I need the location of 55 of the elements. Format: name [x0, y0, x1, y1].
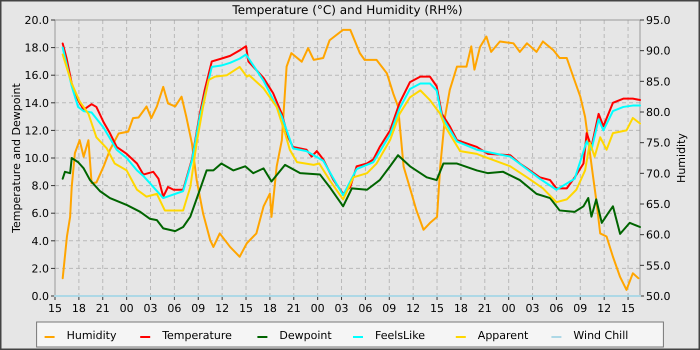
x-tick-label: 03	[334, 302, 349, 315]
x-tick-label: 09	[573, 302, 588, 315]
y2-tick-label: 65.0	[646, 198, 670, 211]
legend-label: Temperature	[161, 329, 232, 342]
x-tick-label: 09	[382, 302, 396, 315]
y-tick-label: 18.0	[24, 42, 49, 55]
y2-tick-label: 60.0	[646, 228, 670, 242]
x-tick-label: 15	[430, 302, 444, 315]
x-tick-label: 15	[48, 302, 62, 315]
x-tick-label: 21	[478, 302, 492, 315]
y2-tick-label: 80.0	[646, 106, 670, 119]
y2-tick-label: 50.0	[646, 290, 670, 303]
y-tick-label: 2.0	[32, 262, 49, 276]
legend-label: Wind Chill	[573, 329, 628, 342]
x-tick-label: 03	[144, 302, 158, 315]
x-tick-label: 15	[621, 302, 636, 315]
x-tick-label: 00	[310, 302, 325, 315]
legend-label: FeelsLike	[375, 329, 426, 342]
y2-axis-title: Humidity	[675, 132, 688, 183]
x-tick-label: 21	[286, 302, 301, 315]
x-tick-label: 21	[96, 302, 110, 315]
y2-tick-label: 75.0	[646, 136, 670, 150]
y2-tick-label: 90.0	[646, 44, 670, 58]
x-tick-label: 12	[215, 302, 230, 315]
y-tick-label: 4.0	[32, 234, 49, 248]
x-tick-label: 06	[358, 302, 372, 315]
x-tick-label: 18	[262, 302, 277, 315]
y-axis-title: Temperature and Dewpoint	[10, 82, 23, 234]
x-tick-label: 12	[597, 302, 612, 315]
y2-tick-label: 95.0	[646, 14, 670, 27]
y2-tick-label: 85.0	[646, 75, 670, 88]
x-tick-label: 00	[120, 302, 134, 315]
x-tick-label: 06	[167, 302, 182, 315]
y-tick-label: 8.0	[32, 180, 49, 193]
y2-tick-label: 70.0	[646, 167, 670, 180]
chart-title: Temperature (°C) and Humidity (RH%)	[231, 3, 463, 17]
x-tick-label: 09	[191, 302, 206, 315]
y-tick-label: 12.0	[24, 124, 49, 138]
x-tick-label: 12	[406, 302, 420, 315]
x-tick-label: 03	[526, 302, 540, 315]
x-tick-label: 15	[239, 302, 254, 315]
y-tick-label: 16.0	[24, 69, 49, 82]
x-tick-label: 18	[72, 302, 86, 315]
y2-tick-label: 55.0	[646, 259, 670, 272]
x-tick-label: 06	[549, 302, 564, 315]
x-tick-label: 00	[502, 302, 516, 315]
legend-label: Apparent	[478, 329, 530, 342]
y-tick-label: 0.0	[32, 290, 49, 303]
y-tick-label: 14.0	[24, 96, 49, 110]
y-tick-label: 6.0	[32, 207, 49, 220]
x-tick-label: 18	[454, 302, 468, 315]
legend-label: Dewpoint	[279, 329, 332, 342]
y-tick-label: 20.0	[24, 14, 49, 27]
y-tick-label: 10.0	[24, 152, 49, 165]
legend-label: Humidity	[66, 329, 117, 342]
